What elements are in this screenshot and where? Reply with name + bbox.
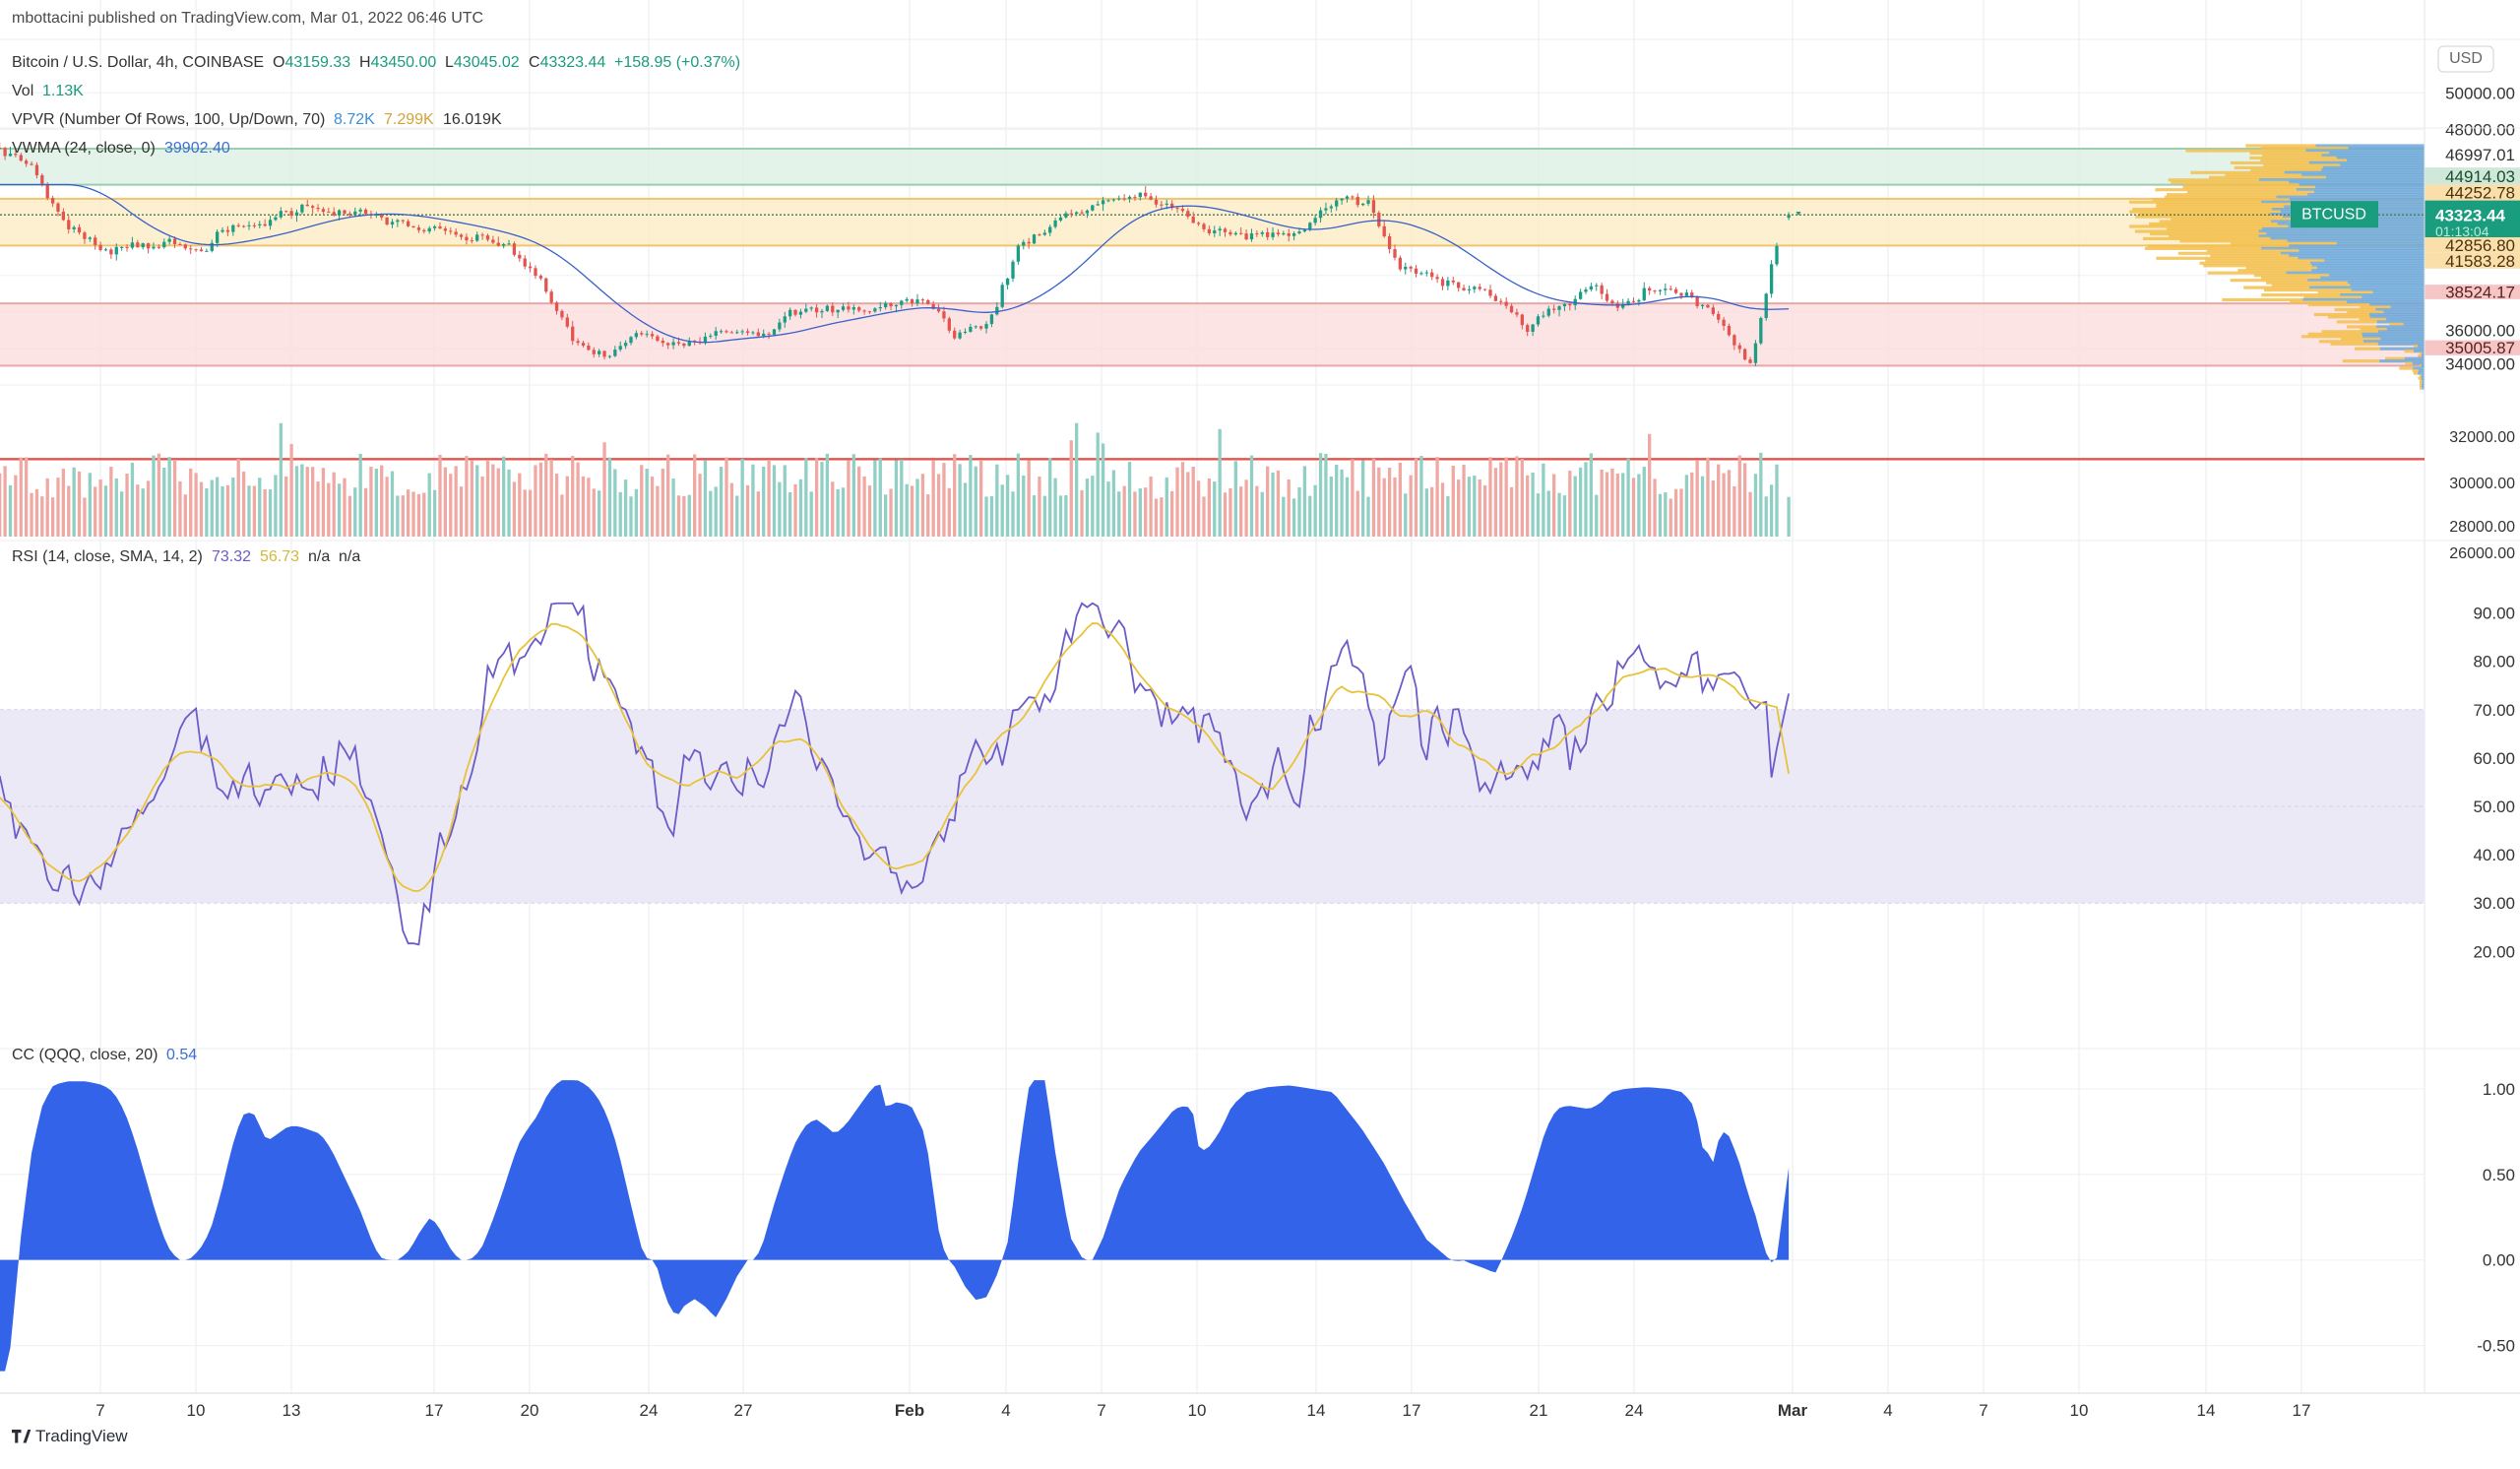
svg-text:28000.00: 28000.00 — [2449, 519, 2515, 536]
svg-text:8.72K: 8.72K — [334, 111, 375, 128]
svg-text:10: 10 — [187, 1401, 206, 1420]
svg-text:13: 13 — [283, 1401, 301, 1420]
svg-text:4: 4 — [1001, 1401, 1010, 1420]
svg-text:90.00: 90.00 — [2473, 605, 2515, 623]
svg-text:VWMA (24, close, 0): VWMA (24, close, 0) — [12, 140, 156, 157]
svg-text:20.00: 20.00 — [2473, 942, 2515, 961]
svg-text:0.00: 0.00 — [2483, 1251, 2515, 1270]
svg-text:24: 24 — [640, 1401, 659, 1420]
svg-text:73.32: 73.32 — [212, 548, 251, 565]
svg-text:7: 7 — [95, 1401, 104, 1420]
svg-text:17: 17 — [425, 1401, 444, 1420]
svg-text:30.00: 30.00 — [2473, 894, 2515, 913]
svg-text:10: 10 — [2070, 1401, 2089, 1420]
svg-text:24: 24 — [1625, 1401, 1644, 1420]
svg-text:17: 17 — [2293, 1401, 2311, 1420]
svg-text:50000.00: 50000.00 — [2445, 84, 2515, 102]
svg-text:4: 4 — [1883, 1401, 1892, 1420]
svg-text:16.019K: 16.019K — [443, 111, 502, 128]
svg-text:Feb: Feb — [895, 1401, 924, 1420]
svg-text:44252.78: 44252.78 — [2445, 184, 2515, 203]
svg-text:mbottacini published on Tradin: mbottacini published on TradingView.com,… — [12, 10, 483, 27]
svg-text:80.00: 80.00 — [2473, 653, 2515, 671]
svg-text:40.00: 40.00 — [2473, 846, 2515, 864]
svg-text:0.50: 0.50 — [2483, 1166, 2515, 1184]
svg-text:41583.28: 41583.28 — [2445, 252, 2515, 271]
svg-text:L43045.02: L43045.02 — [445, 54, 520, 71]
svg-text:14: 14 — [2197, 1401, 2216, 1420]
svg-text:VPVR (Number Of Rows, 100, Up/: VPVR (Number Of Rows, 100, Up/Down, 70) — [12, 111, 325, 128]
svg-text:BTCUSD: BTCUSD — [2301, 207, 2366, 224]
svg-text:1.13K: 1.13K — [42, 83, 84, 99]
svg-text:TradingView: TradingView — [35, 1427, 128, 1445]
svg-text:60.00: 60.00 — [2473, 749, 2515, 768]
svg-text:Bitcoin / U.S. Dollar, 4h, COI: Bitcoin / U.S. Dollar, 4h, COINBASE — [12, 54, 264, 71]
svg-text:35005.87: 35005.87 — [2445, 339, 2515, 357]
svg-text:10: 10 — [1188, 1401, 1207, 1420]
svg-text:39902.40: 39902.40 — [164, 140, 230, 157]
svg-text:n/a: n/a — [339, 548, 360, 565]
svg-text:RSI (14, close, SMA, 14, 2): RSI (14, close, SMA, 14, 2) — [12, 548, 203, 565]
svg-text:0.54: 0.54 — [166, 1047, 197, 1063]
svg-text:48000.00: 48000.00 — [2445, 120, 2515, 139]
svg-text:21: 21 — [1530, 1401, 1548, 1420]
svg-text:Vol: Vol — [12, 83, 33, 99]
svg-text:43323.44: 43323.44 — [2435, 207, 2505, 225]
svg-text:27: 27 — [734, 1401, 753, 1420]
svg-text:26000.00: 26000.00 — [2449, 545, 2515, 562]
svg-text:7: 7 — [1979, 1401, 1987, 1420]
svg-text:+158.95 (+0.37%): +158.95 (+0.37%) — [614, 54, 740, 71]
svg-text:-0.50: -0.50 — [2477, 1337, 2515, 1356]
svg-text:34000.00: 34000.00 — [2445, 354, 2515, 373]
svg-text:CC (QQQ, close, 20): CC (QQQ, close, 20) — [12, 1047, 158, 1063]
svg-text:38524.17: 38524.17 — [2445, 284, 2515, 302]
svg-text:7: 7 — [1097, 1401, 1105, 1420]
svg-text:01:13:04: 01:13:04 — [2435, 224, 2489, 239]
svg-text:30000.00: 30000.00 — [2449, 476, 2515, 492]
svg-text:17: 17 — [1403, 1401, 1421, 1420]
svg-text:O43159.33: O43159.33 — [273, 54, 350, 71]
svg-text:50.00: 50.00 — [2473, 798, 2515, 816]
svg-text:C43323.44: C43323.44 — [529, 54, 605, 71]
svg-text:USD: USD — [2449, 50, 2483, 67]
svg-text:Mar: Mar — [1778, 1401, 1808, 1420]
svg-text:7.299K: 7.299K — [384, 111, 434, 128]
svg-text:14: 14 — [1307, 1401, 1326, 1420]
svg-text:H43450.00: H43450.00 — [359, 54, 436, 71]
svg-text:46997.01: 46997.01 — [2445, 146, 2515, 164]
svg-text:n/a: n/a — [308, 548, 330, 565]
svg-text:32000.00: 32000.00 — [2449, 429, 2515, 446]
svg-text:1.00: 1.00 — [2483, 1080, 2515, 1099]
svg-text:56.73: 56.73 — [260, 548, 299, 565]
svg-text:20: 20 — [521, 1401, 539, 1420]
svg-text:36000.00: 36000.00 — [2445, 321, 2515, 340]
svg-text:70.00: 70.00 — [2473, 701, 2515, 720]
